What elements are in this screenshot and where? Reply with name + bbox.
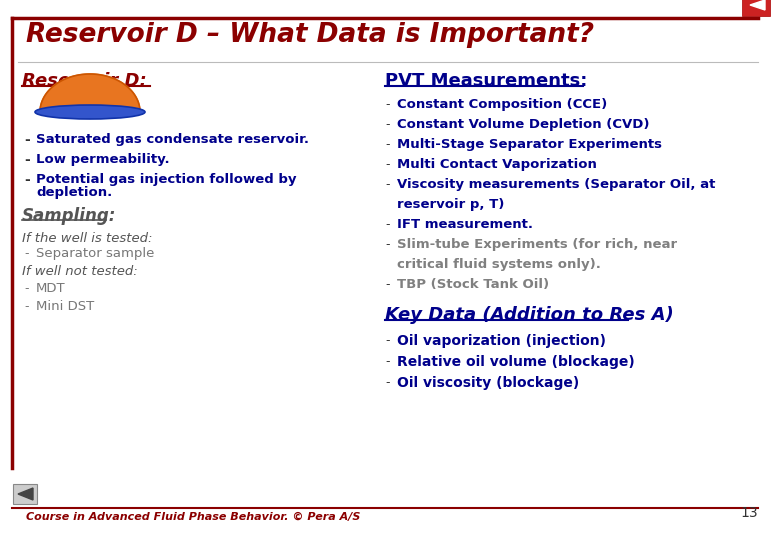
Text: Constant Composition (CCE): Constant Composition (CCE) xyxy=(397,98,608,111)
Text: Reservoir D:: Reservoir D: xyxy=(22,72,147,90)
Text: Mini DST: Mini DST xyxy=(36,300,94,313)
Text: MDT: MDT xyxy=(36,282,66,295)
Text: Constant Volume Depletion (CVD): Constant Volume Depletion (CVD) xyxy=(397,118,650,131)
Text: Saturated gas condensate reservoir.: Saturated gas condensate reservoir. xyxy=(36,133,309,146)
Text: critical fluid systems only).: critical fluid systems only). xyxy=(397,258,601,271)
Text: Multi-Stage Separator Experiments: Multi-Stage Separator Experiments xyxy=(397,138,662,151)
Text: If the well is tested:: If the well is tested: xyxy=(22,232,153,245)
Polygon shape xyxy=(40,74,140,112)
Text: Multi Contact Vaporization: Multi Contact Vaporization xyxy=(397,158,597,171)
Text: -: - xyxy=(385,355,389,368)
Text: Slim-tube Experiments (for rich, near: Slim-tube Experiments (for rich, near xyxy=(397,238,677,251)
Text: -: - xyxy=(385,218,389,231)
Text: -: - xyxy=(385,118,389,131)
Text: -: - xyxy=(24,247,29,260)
Ellipse shape xyxy=(35,105,145,119)
Text: -: - xyxy=(24,153,30,167)
Text: 13: 13 xyxy=(740,506,758,520)
Polygon shape xyxy=(18,488,33,500)
Text: Sampling:: Sampling: xyxy=(22,207,116,225)
Text: -: - xyxy=(385,334,389,347)
Text: Separator sample: Separator sample xyxy=(36,247,154,260)
Bar xyxy=(742,0,770,16)
Text: -: - xyxy=(385,278,389,291)
Text: -: - xyxy=(385,138,389,151)
Polygon shape xyxy=(750,0,765,10)
Text: Oil viscosity (blockage): Oil viscosity (blockage) xyxy=(397,376,580,390)
Text: IFT measurement.: IFT measurement. xyxy=(397,218,533,231)
Text: -: - xyxy=(385,376,389,389)
Text: Viscosity measurements (Separator Oil, at: Viscosity measurements (Separator Oil, a… xyxy=(397,178,715,191)
Text: Reservoir D – What Data is Important?: Reservoir D – What Data is Important? xyxy=(26,22,594,48)
Text: If well not tested:: If well not tested: xyxy=(22,265,138,278)
Text: Course in Advanced Fluid Phase Behavior. © Pera A/S: Course in Advanced Fluid Phase Behavior.… xyxy=(26,512,360,522)
Text: Relative oil volume (blockage): Relative oil volume (blockage) xyxy=(397,355,635,369)
Text: -: - xyxy=(24,282,29,295)
Text: Potential gas injection followed by: Potential gas injection followed by xyxy=(36,173,296,186)
Text: Low permeability.: Low permeability. xyxy=(36,153,169,166)
Text: -: - xyxy=(385,98,389,111)
Text: -: - xyxy=(385,238,389,251)
Text: -: - xyxy=(24,173,30,187)
Text: depletion.: depletion. xyxy=(36,186,112,199)
Text: -: - xyxy=(385,158,389,171)
Text: -: - xyxy=(24,300,29,313)
Text: reservoir p, T): reservoir p, T) xyxy=(397,198,505,211)
Bar xyxy=(13,484,37,504)
Text: -: - xyxy=(385,178,389,191)
Text: Key Data (Addition to Res A): Key Data (Addition to Res A) xyxy=(385,306,674,324)
Text: PVT Measurements:: PVT Measurements: xyxy=(385,72,587,90)
Text: TBP (Stock Tank Oil): TBP (Stock Tank Oil) xyxy=(397,278,549,291)
Text: Oil vaporization (injection): Oil vaporization (injection) xyxy=(397,334,606,348)
Text: -: - xyxy=(24,133,30,147)
